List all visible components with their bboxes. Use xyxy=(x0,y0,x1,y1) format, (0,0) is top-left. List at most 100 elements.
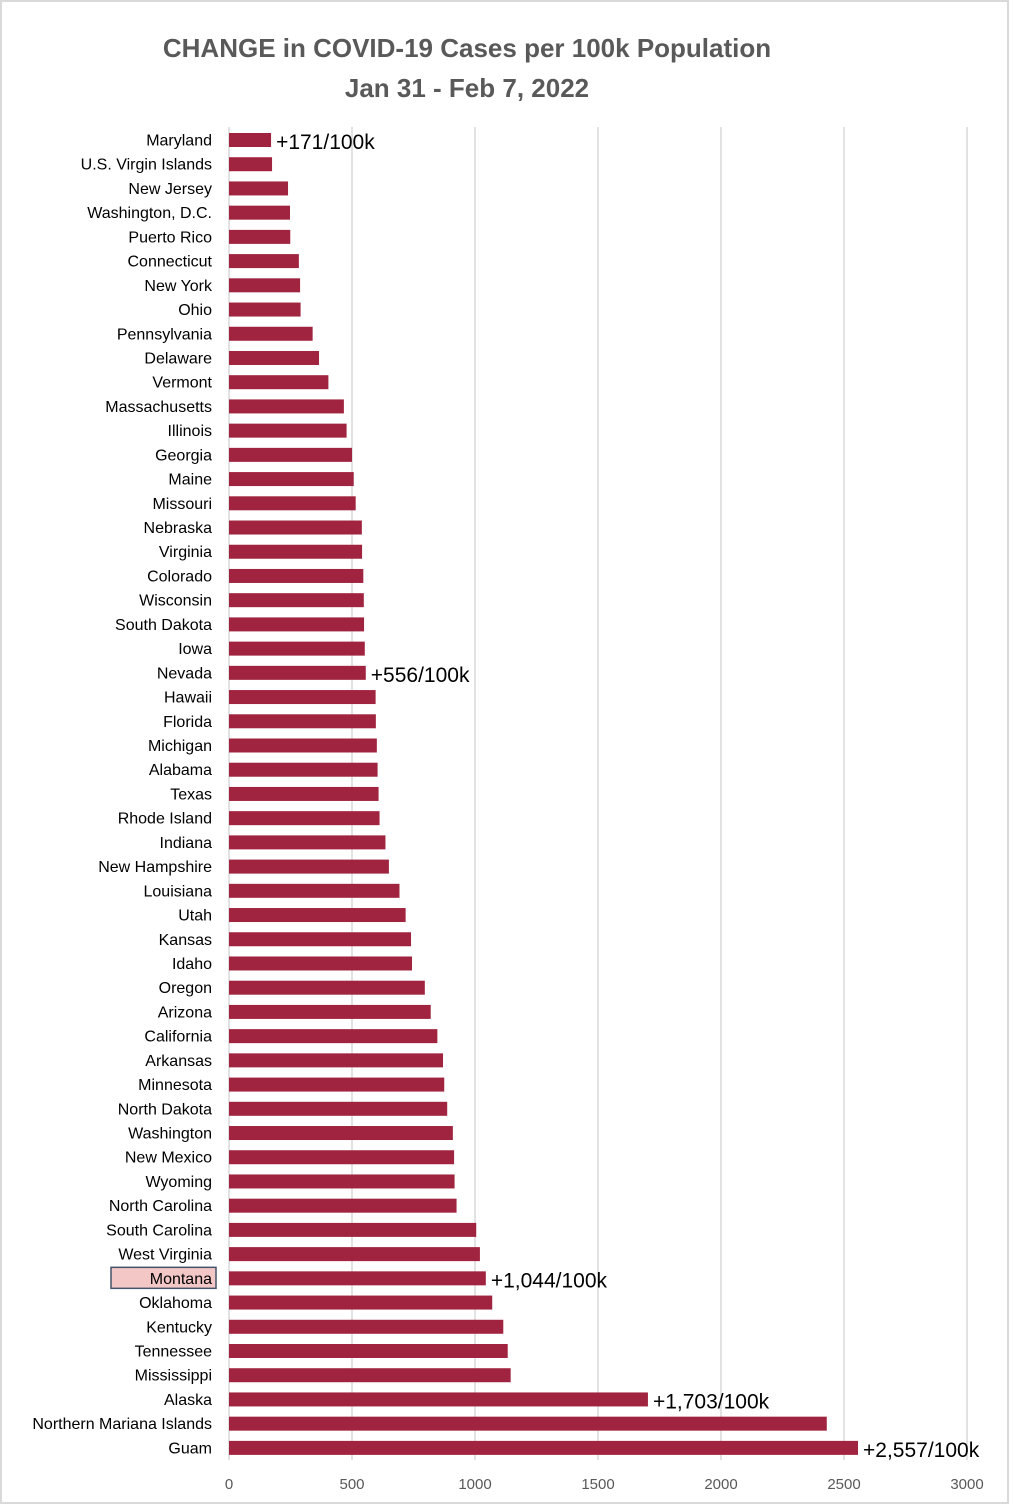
category-label: Connecticut xyxy=(128,254,213,271)
bar xyxy=(229,447,352,462)
bar xyxy=(229,423,347,438)
bar xyxy=(229,932,412,947)
category-label: Utah xyxy=(178,908,212,925)
bar xyxy=(229,883,400,898)
category-label: Iowa xyxy=(178,641,212,658)
category-label: Maine xyxy=(168,472,212,489)
bar xyxy=(229,157,273,172)
bar xyxy=(229,133,272,147)
bar xyxy=(229,1344,508,1358)
data-labels: +171/100k +556/100k +1,044/100k +1,703/100k… xyxy=(276,131,980,1462)
category-label: Mississippi xyxy=(135,1368,212,1385)
category-label: Illinois xyxy=(168,423,212,440)
category-label: Louisiana xyxy=(144,883,213,900)
bar xyxy=(229,326,313,341)
category-label: Oklahoma xyxy=(139,1295,212,1312)
category-label: Minnesota xyxy=(138,1077,212,1094)
bar xyxy=(229,181,289,196)
category-label: Alabama xyxy=(149,762,212,779)
bar xyxy=(229,980,425,995)
chart-title: CHANGE in COVID-19 Cases per 100k Popula… xyxy=(163,33,771,63)
category-label: Massachusetts xyxy=(105,399,212,416)
bar xyxy=(229,835,386,850)
category-label: Virginia xyxy=(159,544,212,561)
bar xyxy=(229,1077,445,1092)
bar xyxy=(229,641,365,656)
data-label: +171/100k xyxy=(276,131,375,154)
bar xyxy=(229,786,379,801)
x-tick-label: 500 xyxy=(339,1476,364,1493)
data-label: +2,557/100k xyxy=(863,1439,980,1462)
category-label: New Hampshire xyxy=(98,859,212,876)
category-label: Colorado xyxy=(147,568,212,585)
category-label: Oregon xyxy=(159,980,212,997)
x-tick-label: 1500 xyxy=(581,1476,614,1493)
category-label: Alaska xyxy=(164,1392,212,1409)
bar xyxy=(229,375,329,390)
bar xyxy=(229,1198,457,1213)
chart-subtitle: Jan 31 - Feb 7, 2022 xyxy=(345,73,589,103)
bars xyxy=(229,133,859,1455)
bar xyxy=(229,1319,504,1334)
category-label: Northern Mariana Islands xyxy=(32,1416,212,1433)
category-label: North Dakota xyxy=(118,1101,212,1118)
category-label: Wyoming xyxy=(145,1174,212,1191)
data-label: +556/100k xyxy=(371,664,470,687)
category-label: Missouri xyxy=(152,496,212,513)
bar xyxy=(229,617,365,632)
bar xyxy=(229,568,364,583)
category-label: Nebraska xyxy=(144,520,213,537)
category-label: Arizona xyxy=(158,1004,212,1021)
x-tick-label: 0 xyxy=(225,1476,233,1493)
bar xyxy=(229,714,376,729)
category-label: Delaware xyxy=(144,350,212,367)
x-tick-label: 3000 xyxy=(950,1476,983,1493)
bar xyxy=(229,1368,511,1383)
x-tick-label: 2500 xyxy=(827,1476,860,1493)
category-label: Washington xyxy=(128,1126,212,1143)
category-label: Nevada xyxy=(157,665,212,682)
bar xyxy=(229,1126,453,1141)
bar xyxy=(229,205,291,220)
bar xyxy=(229,908,406,923)
category-label: Wisconsin xyxy=(139,593,212,610)
category-label: South Dakota xyxy=(115,617,212,634)
bar xyxy=(229,811,380,826)
category-label: Maryland xyxy=(146,133,212,150)
category-label: Indiana xyxy=(160,835,213,852)
bar xyxy=(229,690,376,705)
x-tick-label: 2000 xyxy=(704,1476,737,1493)
category-label: Florida xyxy=(163,714,212,731)
category-label: Washington, D.C. xyxy=(87,205,212,222)
bar xyxy=(229,1053,444,1068)
bar xyxy=(229,1174,455,1189)
category-label: California xyxy=(144,1029,212,1046)
bar xyxy=(229,1101,448,1116)
bar xyxy=(229,1029,438,1044)
bar xyxy=(229,1440,859,1455)
category-label: Vermont xyxy=(152,375,212,392)
category-label: Kansas xyxy=(159,932,212,949)
category-label: Texas xyxy=(170,786,212,803)
bar xyxy=(229,278,301,293)
category-label: Kentucky xyxy=(146,1319,212,1336)
category-label: U.S. Virgin Islands xyxy=(81,157,212,174)
category-label: Montana xyxy=(150,1271,212,1288)
category-label: Tennessee xyxy=(135,1344,212,1361)
bar xyxy=(229,1271,486,1286)
category-label: New Mexico xyxy=(125,1150,212,1167)
bar xyxy=(229,1222,477,1237)
gridlines xyxy=(228,127,968,1460)
category-label: Pennsylvania xyxy=(117,326,212,343)
category-label: Guam xyxy=(168,1440,212,1457)
bar xyxy=(229,229,291,244)
category-label: West Virginia xyxy=(118,1247,212,1264)
category-label: South Carolina xyxy=(106,1222,212,1239)
category-label: Puerto Rico xyxy=(128,229,212,246)
category-label: North Carolina xyxy=(109,1198,212,1215)
category-label: New York xyxy=(144,278,213,295)
bar xyxy=(229,859,389,874)
bar xyxy=(229,1004,431,1019)
